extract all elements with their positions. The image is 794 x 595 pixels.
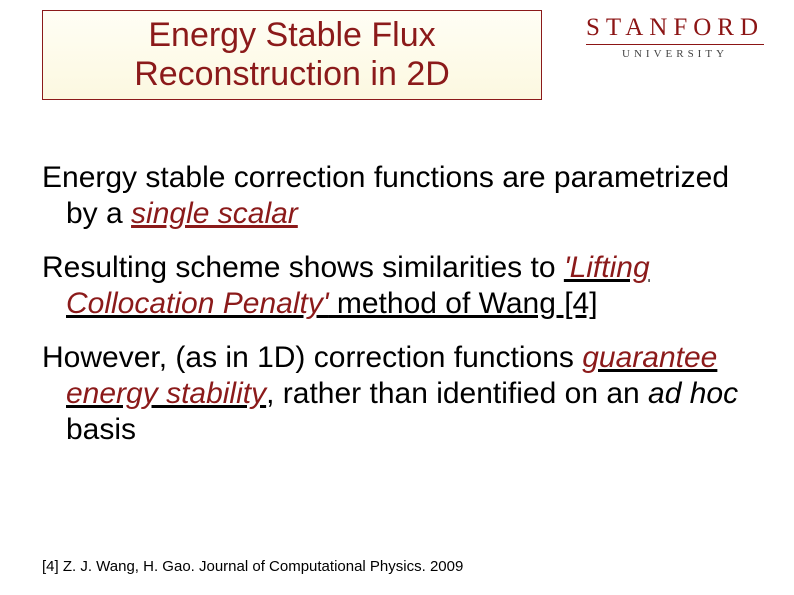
- logo-main-text: STANFORD: [586, 14, 764, 42]
- paragraph-2: Resulting scheme shows similarities to '…: [42, 250, 752, 322]
- title-box: Energy Stable Flux Reconstruction in 2D: [42, 10, 542, 100]
- p3-text-a: However, (as in 1D) correction functions: [42, 341, 582, 374]
- p3-text-e: basis: [66, 413, 136, 446]
- p3-text-c: , rather than identified on an: [266, 377, 648, 410]
- footnote: [4] Z. J. Wang, H. Gao. Journal of Compu…: [42, 558, 463, 575]
- p3-adhoc: ad hoc: [648, 377, 738, 410]
- logo-sub-text: UNIVERSITY: [586, 44, 764, 60]
- p1-emph: single scalar: [131, 197, 298, 230]
- p2-text-a: Resulting scheme shows similarities to: [42, 251, 564, 284]
- paragraph-1: Energy stable correction functions are p…: [42, 160, 752, 232]
- stanford-logo: STANFORD UNIVERSITY: [586, 14, 764, 60]
- paragraph-3: However, (as in 1D) correction functions…: [42, 340, 752, 448]
- p2-text-c: method of Wang [4]: [329, 287, 598, 320]
- content-area: Energy stable correction functions are p…: [42, 160, 752, 466]
- slide-title: Energy Stable Flux Reconstruction in 2D: [43, 16, 541, 94]
